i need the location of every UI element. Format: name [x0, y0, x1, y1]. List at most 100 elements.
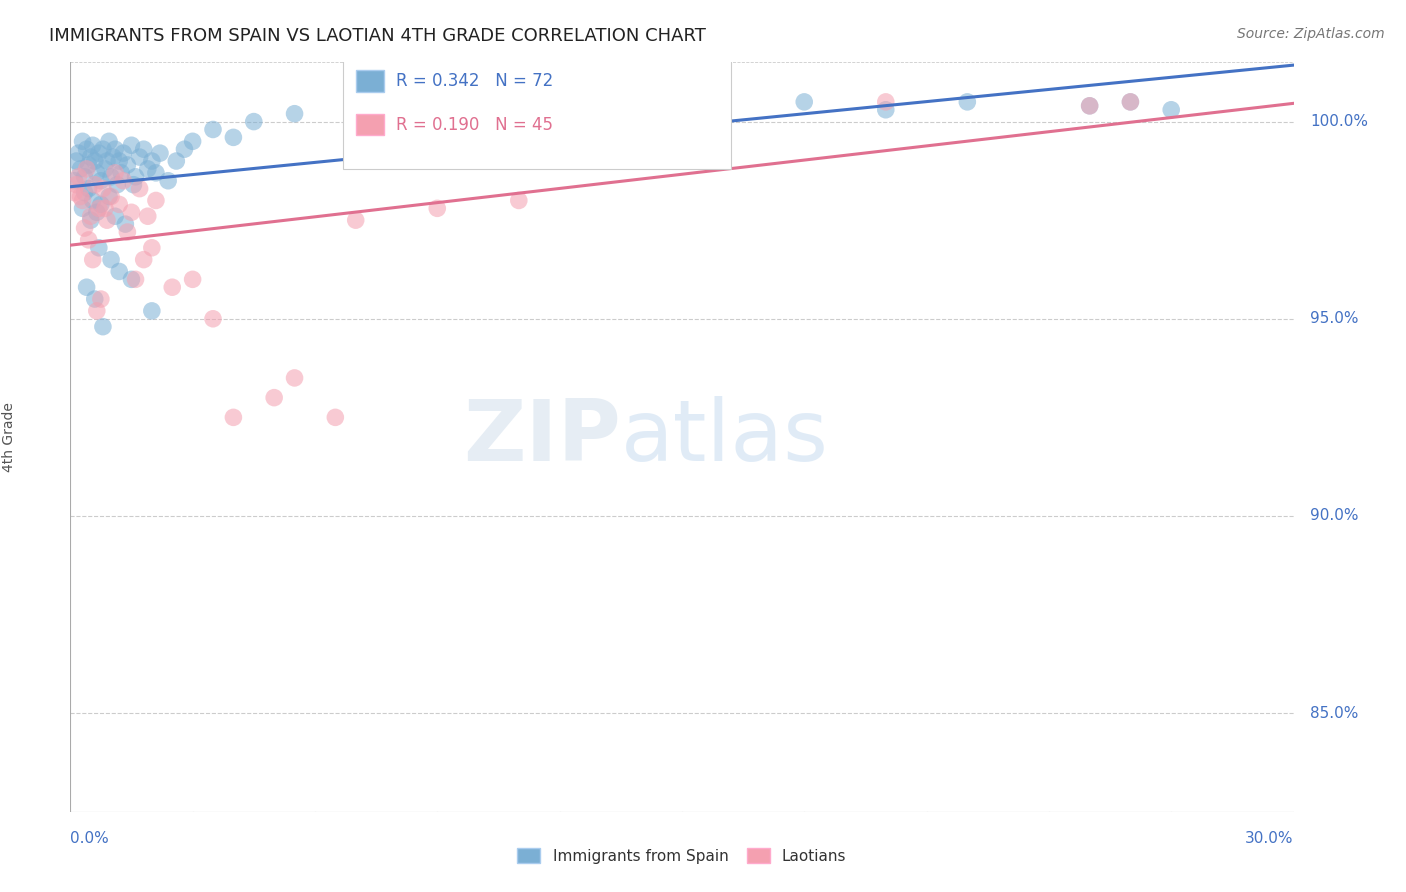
- Point: [145, 194, 167, 208]
- Point: [91, 142, 114, 156]
- Point: [508, 194, 530, 208]
- Point: [222, 130, 245, 145]
- Point: [132, 252, 155, 267]
- Point: [157, 174, 180, 188]
- Point: [162, 280, 183, 294]
- Point: [145, 166, 167, 180]
- Point: [108, 197, 131, 211]
- Point: [94, 161, 117, 176]
- Point: [96, 154, 118, 169]
- Point: [82, 138, 104, 153]
- Point: [94, 202, 117, 216]
- Point: [173, 142, 195, 156]
- Point: [141, 241, 163, 255]
- Point: [141, 304, 163, 318]
- Point: [101, 150, 124, 164]
- Point: [69, 161, 91, 176]
- Point: [72, 202, 94, 216]
- Point: [630, 122, 652, 136]
- Point: [100, 252, 122, 267]
- Text: 30.0%: 30.0%: [1246, 831, 1294, 847]
- Point: [202, 311, 225, 326]
- Point: [128, 150, 150, 164]
- Point: [263, 391, 285, 405]
- Point: [104, 209, 127, 223]
- Point: [1119, 95, 1142, 109]
- Point: [124, 169, 146, 184]
- Point: [165, 154, 187, 169]
- Point: [76, 280, 98, 294]
- Point: [100, 189, 122, 203]
- Point: [77, 158, 100, 172]
- Point: [122, 178, 145, 192]
- Text: 90.0%: 90.0%: [1310, 508, 1358, 524]
- Point: [79, 150, 103, 164]
- Point: [83, 154, 105, 169]
- Point: [117, 158, 139, 172]
- Point: [76, 142, 98, 156]
- Point: [82, 194, 104, 208]
- Point: [136, 209, 159, 223]
- Text: atlas: atlas: [621, 395, 828, 479]
- Point: [117, 225, 139, 239]
- Point: [90, 197, 112, 211]
- Point: [121, 138, 143, 153]
- Point: [141, 154, 163, 169]
- Point: [104, 142, 127, 156]
- Point: [222, 410, 245, 425]
- Point: [83, 178, 105, 192]
- Point: [344, 213, 367, 227]
- Point: [67, 169, 90, 184]
- FancyBboxPatch shape: [356, 113, 384, 136]
- Point: [243, 114, 266, 128]
- Point: [181, 134, 204, 148]
- Text: 100.0%: 100.0%: [1310, 114, 1368, 129]
- Point: [284, 371, 307, 385]
- Point: [344, 95, 367, 109]
- Point: [79, 213, 103, 227]
- Point: [105, 178, 128, 192]
- Point: [121, 272, 143, 286]
- Point: [86, 304, 108, 318]
- Text: IMMIGRANTS FROM SPAIN VS LAOTIAN 4TH GRADE CORRELATION CHART: IMMIGRANTS FROM SPAIN VS LAOTIAN 4TH GRA…: [49, 27, 706, 45]
- Point: [548, 154, 571, 169]
- Point: [76, 161, 98, 176]
- Point: [132, 142, 155, 156]
- Point: [202, 122, 225, 136]
- Point: [630, 114, 652, 128]
- Text: R = 0.190   N = 45: R = 0.190 N = 45: [396, 116, 554, 134]
- Point: [110, 166, 132, 180]
- Point: [86, 166, 108, 180]
- Point: [124, 272, 146, 286]
- Point: [86, 205, 108, 219]
- Point: [65, 178, 87, 192]
- Point: [87, 241, 110, 255]
- Point: [65, 154, 87, 169]
- Point: [114, 217, 136, 231]
- Point: [121, 205, 143, 219]
- Point: [73, 186, 96, 200]
- Point: [1078, 99, 1101, 113]
- Point: [69, 189, 91, 203]
- Point: [72, 194, 94, 208]
- Point: [284, 106, 307, 120]
- Point: [406, 103, 429, 117]
- Point: [793, 95, 815, 109]
- Point: [83, 292, 105, 306]
- Point: [108, 154, 131, 169]
- FancyBboxPatch shape: [356, 70, 384, 92]
- Point: [90, 174, 112, 188]
- Text: 85.0%: 85.0%: [1310, 706, 1358, 721]
- Point: [73, 169, 96, 184]
- FancyBboxPatch shape: [343, 59, 731, 169]
- Text: 4th Grade: 4th Grade: [3, 402, 15, 472]
- Point: [711, 103, 734, 117]
- Point: [488, 114, 510, 128]
- Point: [426, 111, 449, 125]
- Point: [149, 146, 172, 161]
- Text: ZIP: ZIP: [463, 395, 621, 479]
- Point: [63, 186, 86, 200]
- Point: [128, 181, 150, 195]
- Point: [1119, 95, 1142, 109]
- Point: [79, 209, 103, 223]
